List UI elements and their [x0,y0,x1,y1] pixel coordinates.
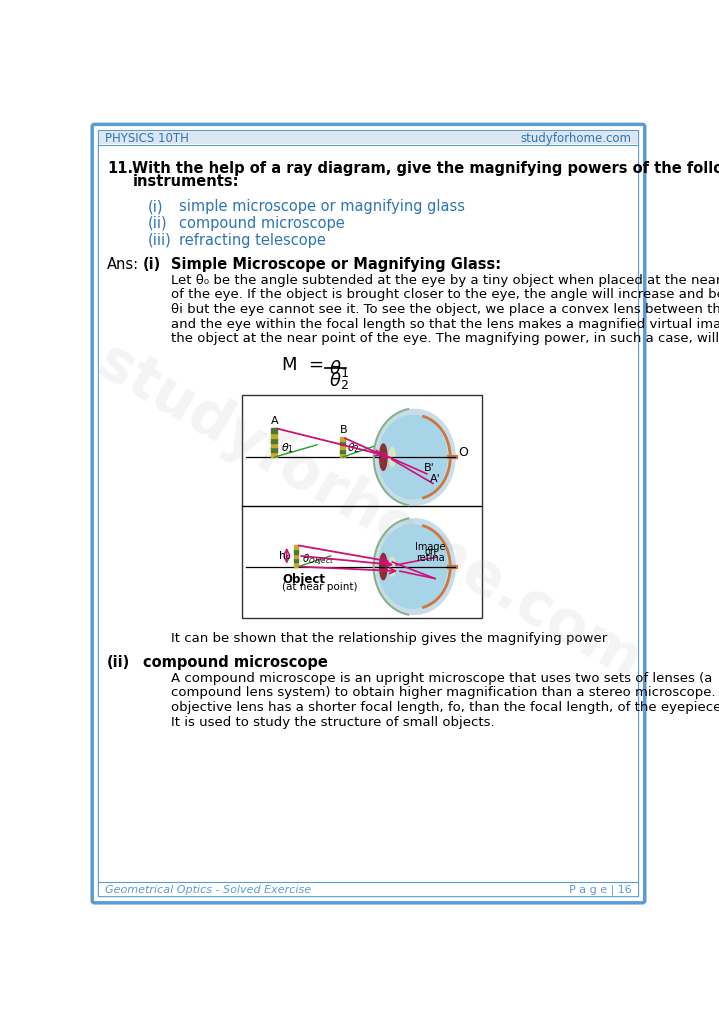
Text: 11.: 11. [107,161,133,176]
Text: P a g e | 16: P a g e | 16 [569,885,631,895]
Ellipse shape [375,519,455,614]
Text: refracting telescope: refracting telescope [179,233,326,248]
Text: A compound microscope is an upright microscope that uses two sets of lenses (a: A compound microscope is an upright micr… [171,672,713,684]
Text: $\theta_{Object}$: $\theta_{Object}$ [302,552,334,566]
Text: It is used to study the structure of small objects.: It is used to study the structure of sma… [171,716,495,729]
Ellipse shape [389,557,395,576]
Bar [340,450,345,454]
Text: Geometrical Optics - Solved Exercise: Geometrical Optics - Solved Exercise [106,885,311,895]
Bar [293,553,298,558]
Text: (ii): (ii) [148,216,168,231]
Ellipse shape [378,415,447,499]
Bar [99,131,638,144]
Text: and the eye within the focal length so that the lens makes a magnified virtual i: and the eye within the focal length so t… [171,317,719,331]
Text: B': B' [424,463,435,473]
Text: (at near point): (at near point) [282,582,357,592]
FancyBboxPatch shape [99,130,638,897]
Bar [293,558,298,562]
Ellipse shape [389,447,395,467]
Text: Let θ₀ be the angle subtended at the eye by a tiny object when placed at the nea: Let θ₀ be the angle subtended at the eye… [171,274,719,287]
Ellipse shape [378,525,447,608]
Text: θi but the eye cannot see it. To see the object, we place a convex lens between : θi but the eye cannot see it. To see the… [171,303,719,316]
Text: instruments:: instruments: [132,174,239,189]
Bar [271,428,278,433]
Bar [340,445,345,450]
Text: It can be shown that the relationship gives the magnifying power: It can be shown that the relationship gi… [171,632,608,645]
Text: hₒ: hₒ [279,551,290,560]
Text: M  =: M = [282,356,324,374]
Bar [293,549,298,553]
Text: the object at the near point of the eye. The magnifying power, in such a case, w: the object at the near point of the eye.… [171,333,719,345]
Text: Image: Image [415,542,446,551]
Ellipse shape [380,553,387,580]
Text: on: on [424,547,436,557]
Text: $\theta_1$: $\theta_1$ [280,441,293,455]
Bar [340,437,345,441]
Bar [293,562,298,566]
Text: studyforhome.com: studyforhome.com [521,132,631,144]
Ellipse shape [375,410,455,504]
Text: (ii): (ii) [107,655,130,670]
Text: retina: retina [416,553,444,563]
Bar [271,453,278,458]
Ellipse shape [380,444,387,470]
Text: $\theta_2$: $\theta_2$ [347,441,360,455]
Bar [271,442,278,447]
Text: Ans:: Ans: [107,256,139,272]
Bar [271,447,278,453]
Text: PHYSICS 10TH: PHYSICS 10TH [106,132,189,144]
Text: $\theta_2$: $\theta_2$ [329,370,348,391]
Text: $\theta_1$: $\theta_1$ [329,358,349,378]
Text: With the help of a ray diagram, give the magnifying powers of the following opti: With the help of a ray diagram, give the… [132,161,719,176]
Text: compound lens system) to obtain higher magnification than a stereo microscope. T: compound lens system) to obtain higher m… [171,686,719,700]
FancyBboxPatch shape [92,124,645,903]
Text: A: A [270,416,278,425]
Text: B: B [340,425,348,435]
Text: O: O [458,445,468,459]
Text: A': A' [430,474,441,484]
Bar [293,545,298,549]
Text: compound microscope: compound microscope [142,655,327,670]
Bar [271,433,278,437]
Text: (i): (i) [142,256,161,272]
Bar [340,454,345,458]
Text: compound microscope: compound microscope [179,216,344,231]
Text: Simple Microscope or Magnifying Glass:: Simple Microscope or Magnifying Glass: [171,256,501,272]
Text: simple microscope or magnifying glass: simple microscope or magnifying glass [179,199,465,214]
Text: of the eye. If the object is brought closer to the eye, the angle will increase : of the eye. If the object is brought clo… [171,289,719,301]
Text: objective lens has a shorter focal length, fo, than the focal length, of the eye: objective lens has a shorter focal lengt… [171,701,719,714]
Text: studyforhome.com: studyforhome.com [87,334,651,692]
Text: Object: Object [282,573,325,586]
Bar [340,441,345,445]
Text: (i): (i) [148,199,163,214]
Bar [242,395,482,618]
Text: (iii): (iii) [148,233,172,248]
Bar [271,437,278,442]
